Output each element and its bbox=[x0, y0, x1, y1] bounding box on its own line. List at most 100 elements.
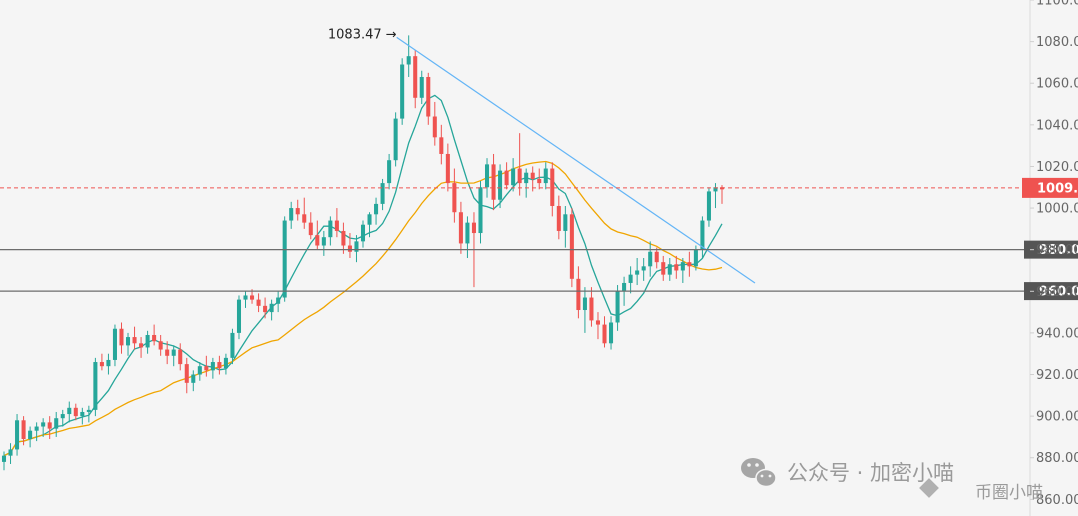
current-price-label: 1009.7 bbox=[1037, 181, 1078, 196]
candle-body bbox=[504, 170, 509, 186]
candle-body bbox=[60, 414, 65, 419]
y-tick-label: 1060.00 bbox=[1036, 77, 1078, 92]
candle-body bbox=[67, 407, 72, 415]
candle-body bbox=[374, 203, 379, 215]
candle-body bbox=[556, 205, 561, 231]
candle-body bbox=[354, 241, 359, 252]
candle-body bbox=[158, 341, 163, 350]
candle-body bbox=[360, 224, 366, 242]
watermark: 公众号 · 加密小喵 币圈小喵 bbox=[741, 458, 1043, 503]
candle-body bbox=[230, 332, 235, 358]
candle-body bbox=[204, 366, 209, 371]
candle-body bbox=[576, 278, 581, 311]
candle-body bbox=[511, 168, 516, 186]
candle-body bbox=[680, 262, 685, 271]
candle-body bbox=[550, 168, 555, 206]
candle-body bbox=[21, 420, 26, 440]
candle-body bbox=[530, 172, 535, 179]
candle-body bbox=[132, 337, 137, 344]
candle-body bbox=[589, 297, 594, 321]
candle-body bbox=[86, 409, 91, 412]
y-tick-label: 860.00 bbox=[1036, 493, 1078, 508]
candle-body bbox=[452, 183, 457, 213]
candle-body bbox=[256, 299, 261, 306]
level-tag bbox=[1024, 282, 1078, 301]
candle-body bbox=[595, 320, 601, 325]
candle-body bbox=[171, 349, 176, 356]
candle-body bbox=[145, 334, 150, 348]
candle-body bbox=[419, 76, 424, 98]
y-tick-label: 900.00 bbox=[1036, 410, 1078, 425]
candle-body bbox=[210, 362, 215, 371]
candle-body bbox=[641, 266, 646, 271]
candle-body bbox=[648, 251, 653, 267]
binance-icon bbox=[919, 478, 939, 498]
candle-body bbox=[152, 334, 157, 342]
candle-body bbox=[295, 208, 300, 215]
candle-body bbox=[347, 245, 352, 252]
y-tick-label: 1100.00 bbox=[1036, 0, 1078, 9]
y-tick-label: 1080.00 bbox=[1036, 35, 1078, 50]
candle-body bbox=[602, 324, 607, 344]
watermark-secondary: 币圈小喵 bbox=[975, 483, 1043, 503]
candle-body bbox=[537, 178, 542, 184]
current-price-tag bbox=[1022, 177, 1078, 198]
candle-body bbox=[367, 214, 372, 225]
y-tick-label: 880.00 bbox=[1036, 451, 1078, 466]
candle-body bbox=[465, 222, 470, 244]
candle-body bbox=[687, 262, 692, 267]
candle-body bbox=[543, 168, 548, 184]
candle-body bbox=[34, 426, 39, 431]
candle-body bbox=[8, 449, 13, 456]
candle-body bbox=[582, 297, 587, 311]
candle-body bbox=[432, 116, 437, 138]
candle-body bbox=[191, 374, 196, 383]
candle-body bbox=[609, 322, 614, 344]
high-label: 1083.47 → bbox=[328, 27, 397, 42]
candle-body bbox=[243, 295, 248, 300]
candle-body bbox=[223, 357, 228, 369]
moving-averages bbox=[3, 94, 723, 457]
candle-body bbox=[93, 362, 98, 410]
candle-body bbox=[380, 183, 385, 204]
candle-body bbox=[119, 328, 124, 346]
candle-body bbox=[654, 251, 659, 263]
candle-body bbox=[184, 364, 189, 383]
candle-body bbox=[106, 359, 111, 367]
candle-body bbox=[667, 264, 672, 275]
candle-body bbox=[47, 422, 52, 429]
candle-body bbox=[569, 214, 574, 279]
candle-body bbox=[321, 237, 326, 246]
candle-body bbox=[517, 168, 522, 184]
candle-body bbox=[341, 230, 346, 246]
candle-body bbox=[302, 214, 307, 223]
candle-body bbox=[693, 249, 698, 267]
candle-body bbox=[393, 118, 398, 161]
candle-body bbox=[458, 212, 463, 244]
candle-body bbox=[713, 187, 718, 192]
trendline bbox=[396, 36, 756, 284]
y-tick-label: 920.00 bbox=[1036, 368, 1078, 383]
candle-body bbox=[471, 222, 476, 234]
candle-body bbox=[54, 418, 59, 429]
candle-body bbox=[80, 411, 85, 417]
candle-body bbox=[706, 191, 711, 221]
candle-body bbox=[139, 343, 144, 348]
wechat-icon bbox=[741, 458, 777, 488]
candle-body bbox=[413, 56, 418, 98]
candle-body bbox=[400, 64, 405, 119]
candles bbox=[1, 35, 725, 471]
level-tag-label: 980.02 bbox=[1039, 243, 1078, 258]
candle-body bbox=[289, 208, 294, 221]
candle-body bbox=[41, 422, 46, 427]
candle-body bbox=[478, 187, 483, 234]
candle-body bbox=[165, 349, 170, 356]
candle-body bbox=[276, 297, 281, 304]
candle-body bbox=[263, 305, 268, 313]
y-tick-label: 1020.00 bbox=[1036, 160, 1078, 175]
candle-body bbox=[491, 164, 496, 200]
candle-body bbox=[406, 56, 411, 65]
candle-body bbox=[197, 366, 202, 375]
candle-body bbox=[426, 76, 431, 117]
candle-body bbox=[700, 220, 705, 250]
